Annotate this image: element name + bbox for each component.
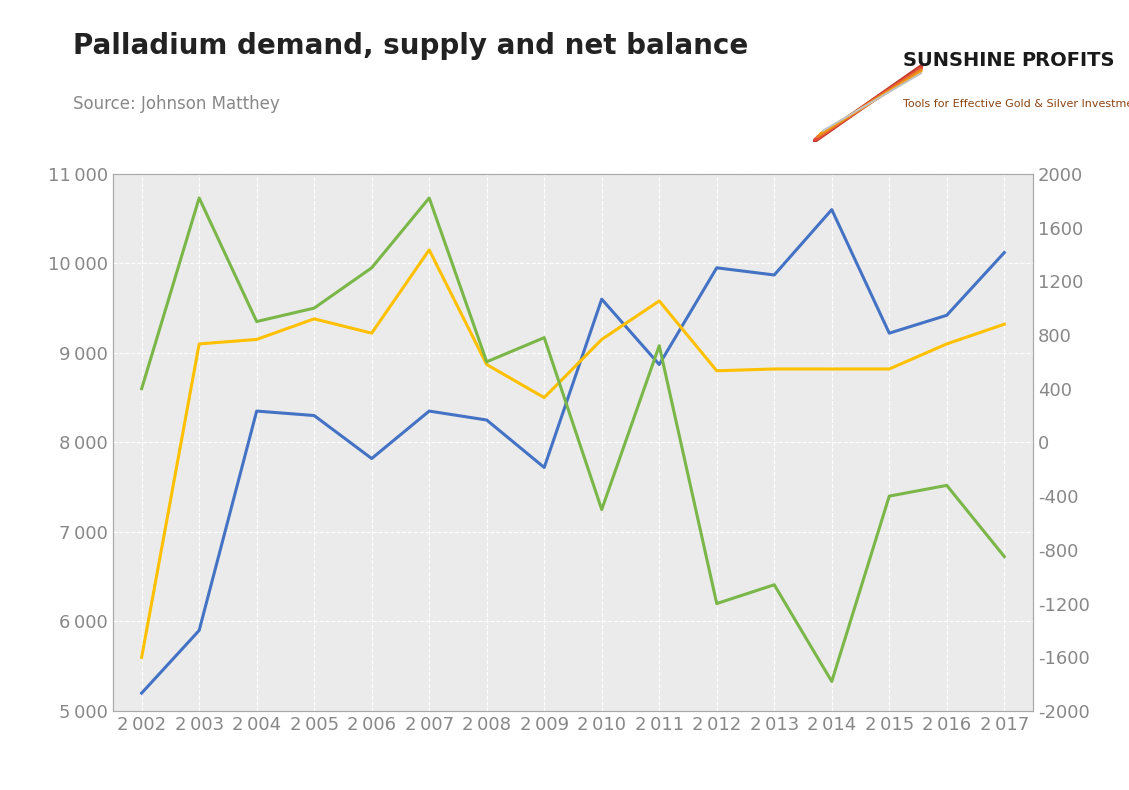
Text: SUNSHINE: SUNSHINE (903, 51, 1023, 70)
Text: Palladium demand, supply and net balance: Palladium demand, supply and net balance (73, 32, 749, 59)
Text: Source: Johnson Matthey: Source: Johnson Matthey (73, 95, 280, 113)
Text: PROFITS: PROFITS (1022, 51, 1115, 70)
Text: Tools for Effective Gold & Silver Investments: Tools for Effective Gold & Silver Invest… (903, 99, 1129, 109)
